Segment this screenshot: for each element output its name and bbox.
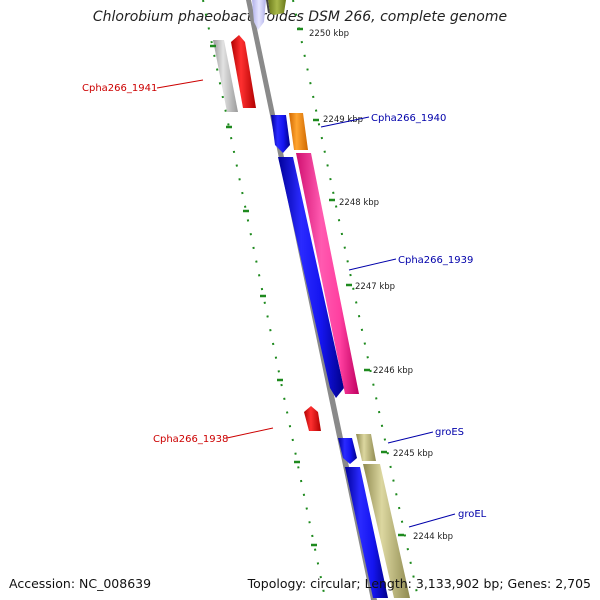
tick-label: 2245 kbp — [393, 449, 433, 459]
leader-line-cpha266-1938 — [226, 427, 274, 439]
tick-label: 2250 kbp — [309, 29, 349, 39]
gene-top-lavender — [252, 0, 266, 30]
kbp-ticks — [297, 27, 404, 537]
gene-label-cpha266-1939[interactable]: Cpha266_1939 — [398, 255, 473, 266]
left-ticks — [210, 44, 317, 547]
gene-label-cpha266-1940[interactable]: Cpha266_1940 — [371, 113, 446, 124]
gene-cpha266-1938[interactable] — [304, 406, 321, 431]
gene-groes[interactable] — [338, 438, 357, 464]
gene-blue-1940-left[interactable] — [271, 115, 290, 153]
accession-text: Accession: NC_008639 — [9, 576, 152, 591]
gene-cpha266-1940[interactable] — [289, 113, 308, 150]
gene-red-upper[interactable] — [231, 35, 256, 108]
gene-blue-lower[interactable] — [345, 467, 388, 598]
gene-olive-upper[interactable] — [356, 434, 376, 461]
gene-label-groel[interactable]: groEL — [458, 509, 487, 520]
leader-line-groel — [408, 513, 456, 528]
tick-label: 2247 kbp — [355, 282, 395, 292]
tick-label: 2246 kbp — [373, 366, 413, 376]
tick-label: 2244 kbp — [413, 532, 453, 542]
leader-line-cpha266-1941 — [156, 79, 204, 89]
leader-line-cpha266-1939 — [348, 258, 397, 271]
leader-line-cpha266-1940 — [320, 116, 370, 128]
tick-label: 2248 kbp — [339, 198, 379, 208]
gene-label-cpha266-1941[interactable]: Cpha266_1941 — [82, 83, 157, 94]
gene-groel[interactable] — [363, 464, 410, 598]
gene-blue-long[interactable] — [278, 157, 344, 398]
left-dotted-line — [202, 0, 326, 599]
gene-label-cpha266-1938[interactable]: Cpha266_1938 — [153, 434, 228, 445]
gene-cpha266-1941[interactable] — [213, 40, 238, 112]
page-title: Chlorobium phaeobacteroides DSM 266, com… — [92, 9, 508, 25]
tick-label: 2249 kbp — [323, 115, 363, 125]
gene-label-groes[interactable]: groES — [435, 427, 464, 438]
topology-summary-text: Topology: circular; Length: 3,133,902 bp… — [247, 576, 591, 591]
leader-line-groes — [387, 431, 434, 444]
gene-top-darkstrip — [266, 0, 270, 13]
gene-cpha266-1939[interactable] — [296, 153, 359, 394]
gene-top-green — [268, 0, 286, 15]
